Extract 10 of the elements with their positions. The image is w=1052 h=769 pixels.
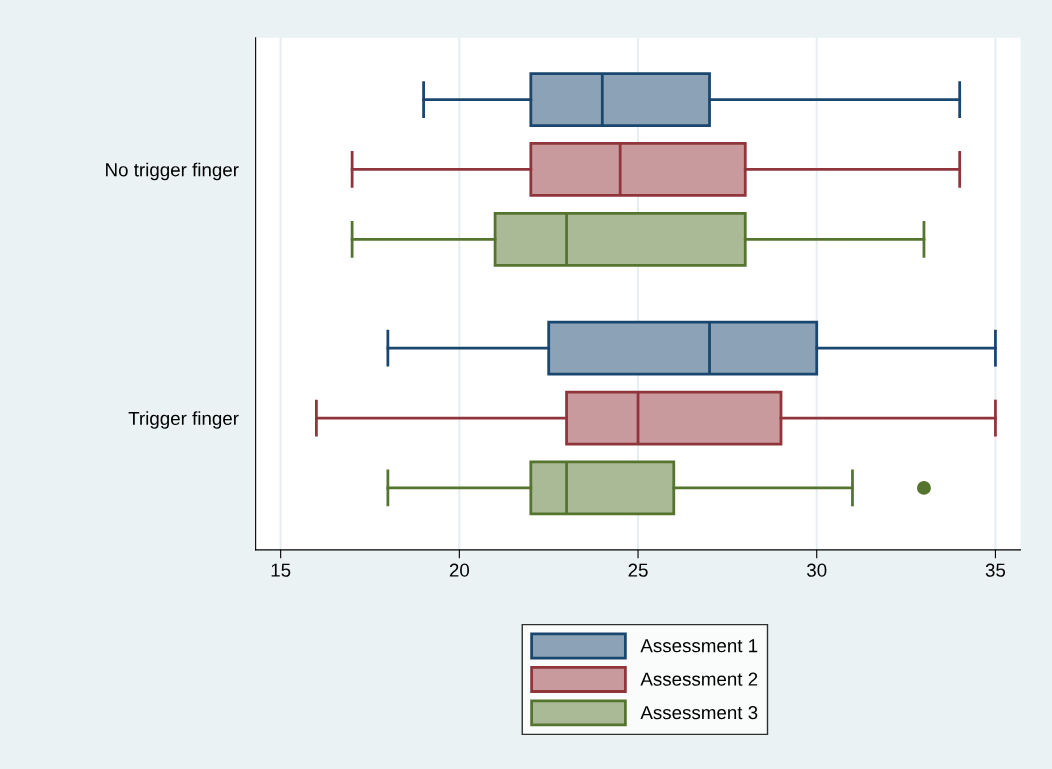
legend-label: Assessment 3	[640, 705, 758, 720]
x-tick-label: 20	[449, 563, 470, 577]
legend-label: Assessment 2	[640, 672, 758, 686]
x-tick-label: 15	[271, 563, 291, 577]
y-tick-label: Trigger finger	[128, 411, 239, 429]
y-tick-label: No trigger finger	[106, 162, 239, 181]
x-tick-label: 35	[985, 563, 1006, 577]
x-tick-label: 25	[628, 563, 648, 577]
x-tick-label: 30	[807, 563, 827, 577]
legend-label: Assessment 1	[640, 639, 758, 653]
